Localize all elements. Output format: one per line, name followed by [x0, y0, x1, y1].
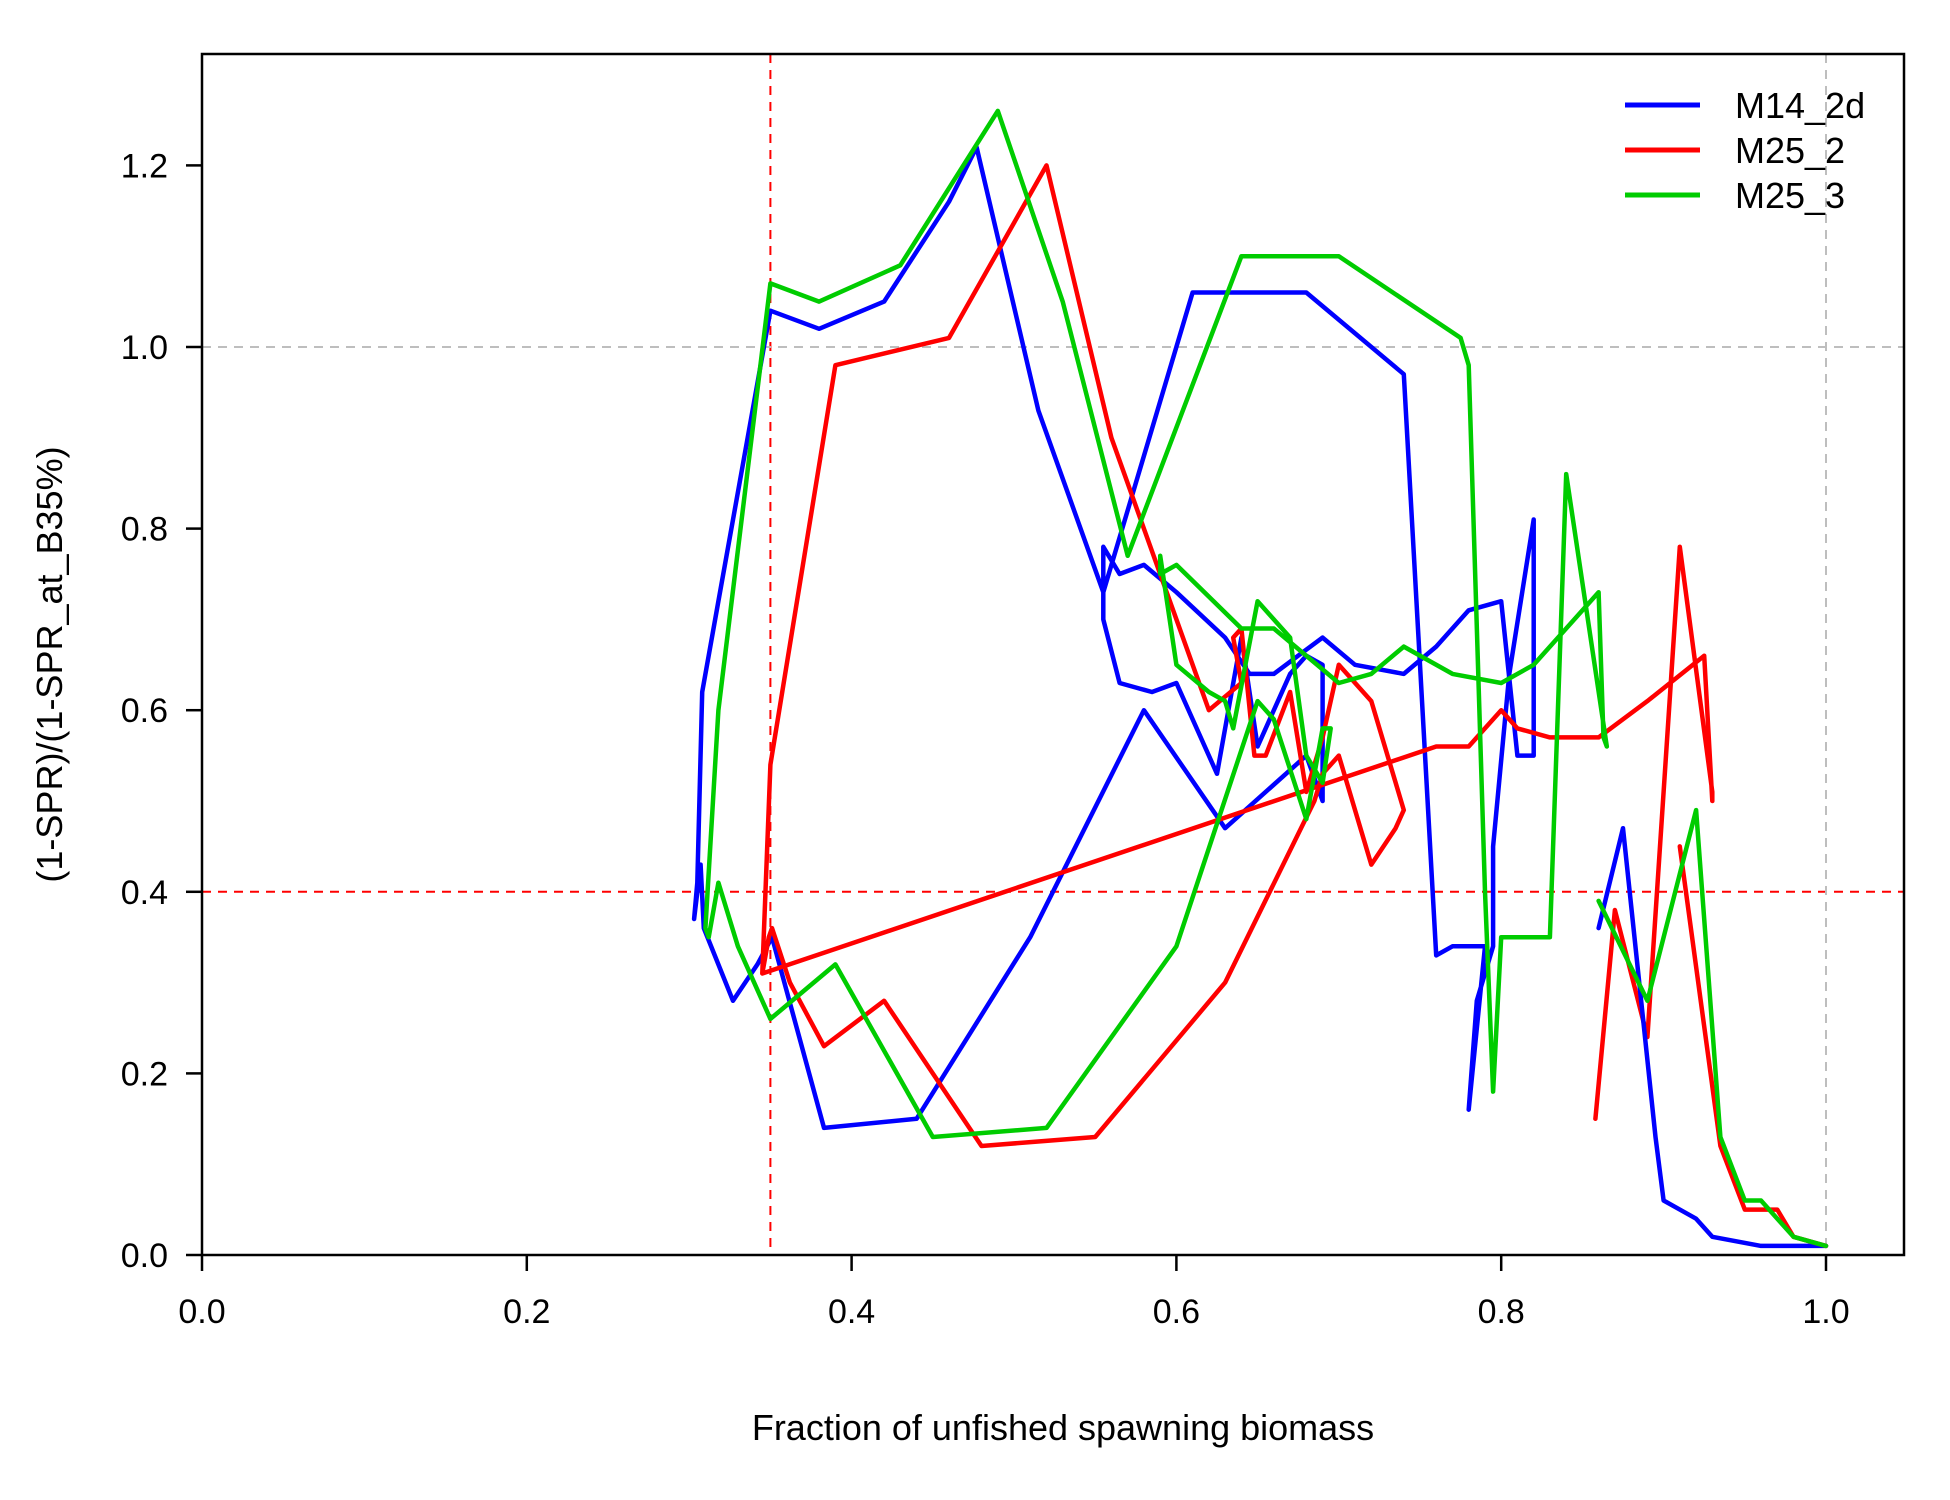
x-tick-label: 0.4: [828, 1293, 875, 1331]
plot-area: [202, 54, 1904, 1255]
x-tick-label: 1.0: [1802, 1293, 1849, 1331]
series-tail-m14-2d: [1596, 825, 1829, 1249]
y-tick-label: 0.6: [121, 692, 168, 730]
legend-label-m25-2: M25_2: [1735, 130, 1845, 171]
y-tick-label: 1.0: [121, 329, 168, 367]
series-line-m14-2d: [691, 144, 1536, 1131]
x-tick-label: 0.8: [1478, 1293, 1525, 1331]
series-line-m25-2: [760, 163, 1715, 1149]
y-axis-label: (1-SPR)/(1-SPR_at_B35%): [29, 446, 70, 882]
series-line-m25-3: [703, 108, 1610, 1140]
series-tail-m25-3: [1596, 807, 1829, 1249]
y-tick-label: 0.4: [121, 874, 168, 912]
y-tick-label: 0.2: [121, 1055, 168, 1093]
x-tick-label: 0.6: [1153, 1293, 1200, 1331]
x-tick-label: 0.2: [503, 1293, 550, 1331]
y-tick-label: 0.8: [121, 511, 168, 549]
y-tick-label: 0.0: [121, 1237, 168, 1275]
legend-label-m25-3: M25_3: [1735, 175, 1845, 216]
x-axis-label: Fraction of unfished spawning biomass: [752, 1407, 1374, 1448]
axes: 0.0 0.2 0.4 0.6 0.8 1.0 0.0 0.2 0.4 0.6 0.8 1.0 1.2: [121, 52, 1906, 1331]
plot-frame: [200, 52, 1906, 1257]
legend-label-m14-2d: M14_2d: [1735, 85, 1865, 126]
x-tick-label: 0.0: [178, 1293, 225, 1331]
y-tick-label: 1.2: [121, 147, 168, 185]
